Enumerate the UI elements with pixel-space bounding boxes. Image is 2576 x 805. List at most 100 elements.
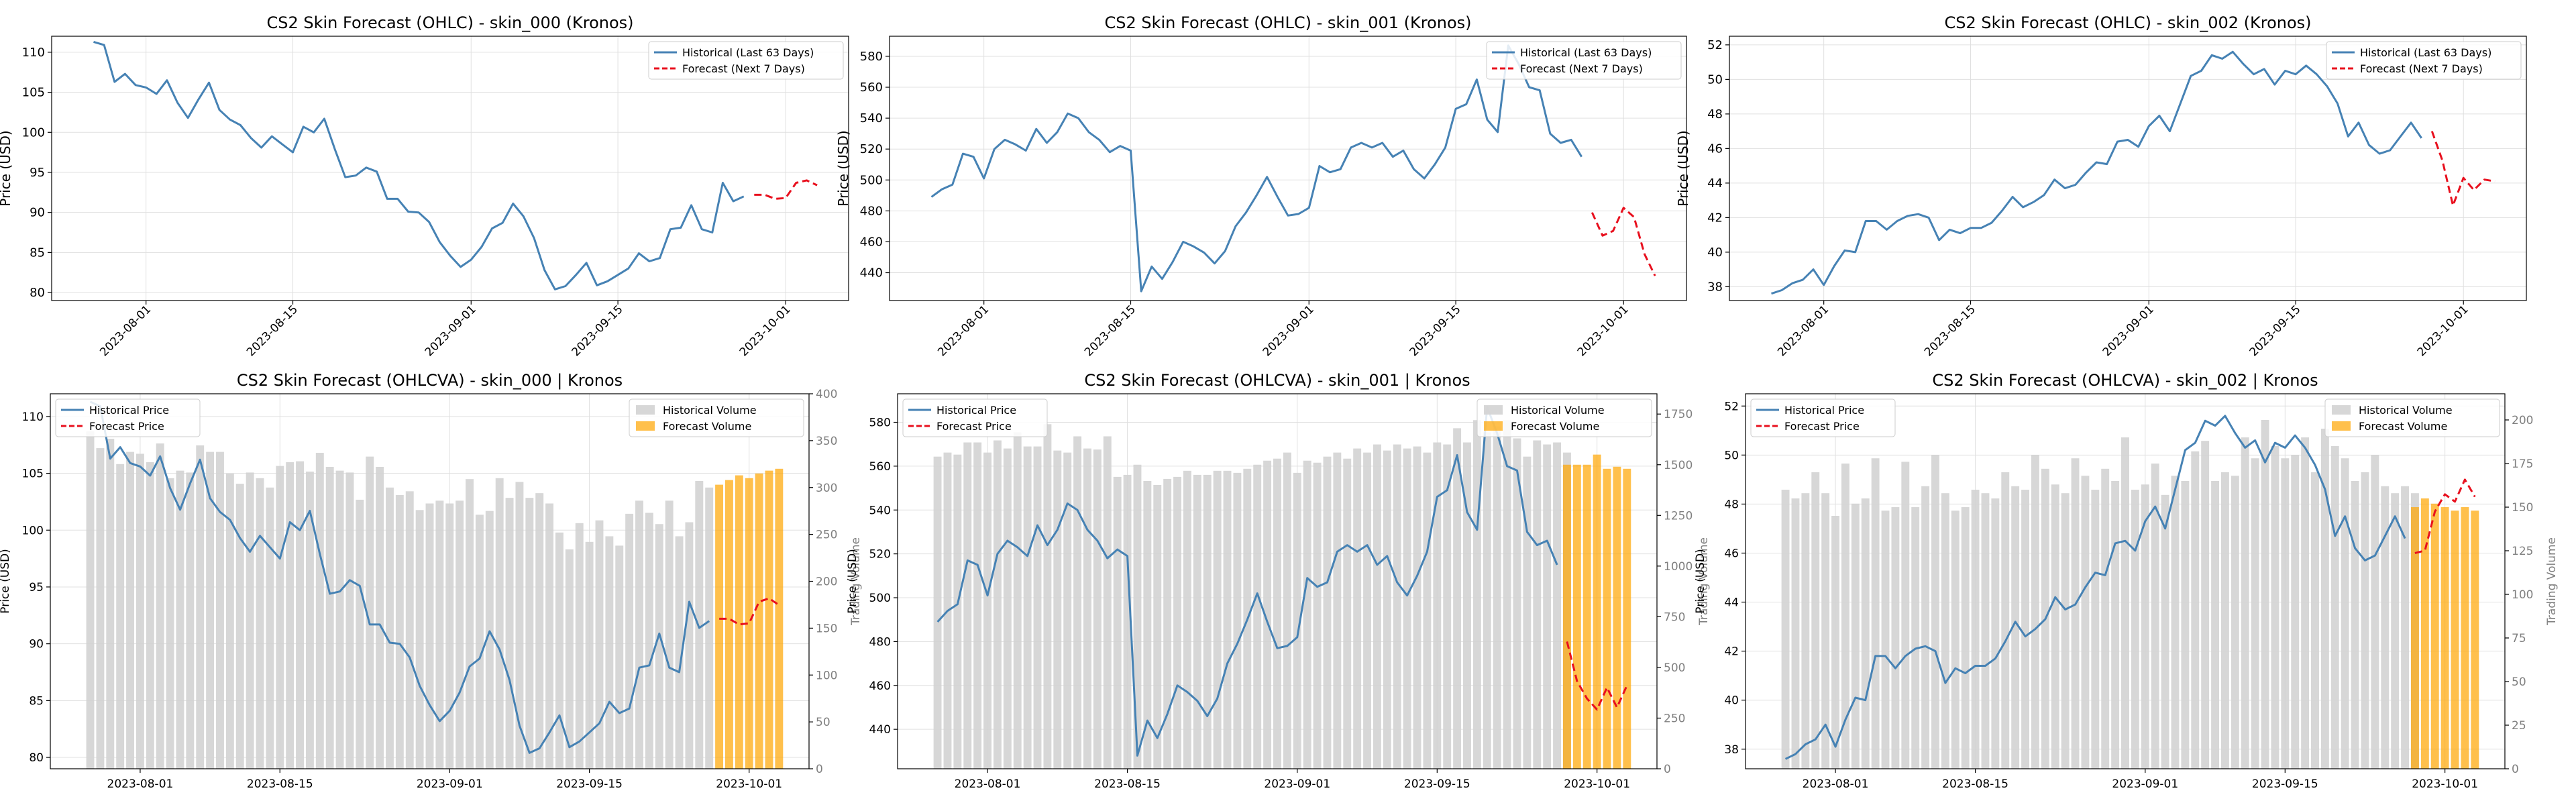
x-tick-label: 2023-09-01: [2112, 777, 2178, 791]
legend-box: [902, 398, 1048, 437]
historical-price-line: [93, 40, 745, 290]
y-tick-label: 440: [860, 266, 883, 280]
forecast-volume-bar: [1562, 464, 1571, 769]
historical-volume-bar: [106, 439, 115, 769]
y-axis-label: Price (USD): [846, 549, 859, 613]
historical-volume-bar: [1443, 444, 1452, 769]
chart-title: CS2 Skin Forecast (OHLCVA) - skin_000 | …: [237, 371, 623, 390]
historical-volume-bar: [2161, 494, 2169, 769]
y2-tick-label: 0: [1664, 763, 1671, 776]
y-tick-label: 95: [29, 581, 44, 594]
y-tick-label: 100: [22, 125, 45, 140]
y-tick-label: 480: [860, 204, 883, 218]
historical-volume-bar: [2330, 446, 2339, 769]
y-axis: 38 40 42 44 46 48 50 52 Price (USD): [1694, 400, 1746, 757]
historical-volume-bar: [695, 480, 704, 769]
historical-volume-bar: [1033, 446, 1042, 769]
volume-bars: [1781, 420, 2479, 769]
historical-volume-bar: [2211, 481, 2220, 769]
y2-tick-label: 100: [816, 669, 837, 682]
historical-volume-bar: [1533, 440, 1542, 769]
forecast-volume-bar: [2410, 507, 2419, 769]
forecast-price-line: [754, 179, 818, 200]
legend-swatch: [1484, 421, 1503, 431]
historical-volume-bar: [575, 523, 584, 769]
gridlines: [1729, 36, 2526, 301]
y2-tick-label: 100: [2512, 588, 2533, 602]
forecast-volume-bar: [724, 480, 733, 769]
historical-volume-bar: [2191, 451, 2200, 769]
legend-box: [1750, 398, 1896, 437]
historical-volume-bar: [1183, 470, 1191, 769]
historical-volume-bar: [993, 440, 1002, 769]
historical-volume-bar: [2121, 437, 2129, 769]
historical-volume-bar: [1901, 462, 1910, 769]
legend-label: Forecast Price: [936, 420, 1012, 433]
historical-volume-bar: [395, 494, 404, 769]
historical-volume-bar: [1043, 424, 1052, 769]
chart-panel-6: CS2 Skin Forecast (OHLCVA) - skin_002 | …: [1694, 371, 2559, 791]
historical-volume-bar: [1553, 442, 1562, 769]
historical-volume-bar: [2091, 490, 2100, 769]
forecast-volume-bar: [1582, 464, 1591, 769]
historical-volume-bar: [196, 445, 205, 769]
legend-label: Historical (Last 63 Days): [2360, 46, 2491, 59]
price-legend: Historical (Last 63 Days) Forecast (Next …: [648, 41, 844, 80]
price-legend: Historical (Last 63 Days) Forecast (Next …: [1486, 41, 1682, 80]
y2-tick-label: 50: [2512, 676, 2526, 689]
historical-volume-bar: [525, 498, 534, 769]
legend-label: Forecast (Next 7 Days): [1520, 62, 1643, 75]
legend-label: Forecast Volume: [1511, 420, 1599, 433]
forecast-volume-bar: [765, 470, 773, 769]
y2-tick-label: 300: [816, 482, 837, 495]
x-tick-label: 2023-09-01: [417, 777, 483, 791]
historical-volume-bar: [555, 532, 564, 769]
y-axis-label: Price (USD): [1694, 549, 1707, 613]
historical-volume-bar: [156, 443, 164, 769]
historical-volume-bar: [2311, 472, 2319, 769]
historical-volume-bar: [1013, 432, 1022, 769]
y2-tick-label: 0: [816, 763, 823, 776]
historical-volume-bar: [425, 503, 434, 769]
y-axis: 80 85 90 95 100 105 110 Price (USD): [0, 46, 52, 300]
historical-volume-bar: [1871, 458, 1880, 769]
y-tick-label: 42: [1724, 645, 1739, 659]
historical-volume-bar: [2231, 476, 2239, 769]
historical-volume-bar: [1991, 498, 2000, 769]
y-tick-label: 40: [1707, 246, 1723, 260]
historical-volume-bar: [1453, 428, 1462, 769]
y-tick-label: 85: [30, 246, 45, 260]
y-axis-label: Price (USD): [835, 130, 851, 207]
historical-volume-bar: [376, 467, 384, 769]
historical-volume-bar: [675, 536, 684, 769]
historical-volume-bar: [535, 493, 544, 769]
historical-volume-bar: [235, 484, 244, 769]
historical-volume-bar: [2371, 455, 2379, 769]
historical-volume-bar: [296, 461, 304, 769]
y-tick-label: 105: [22, 86, 45, 100]
gridlines: [890, 36, 1686, 301]
price-lines: [1784, 415, 2476, 760]
historical-volume-bar: [705, 487, 714, 769]
y2-tick-label: 1500: [1664, 459, 1693, 472]
historical-volume-bar: [485, 511, 494, 769]
historical-volume-bar: [2081, 476, 2090, 769]
historical-price-line: [930, 44, 1582, 292]
y-tick-label: 85: [29, 694, 44, 708]
x-axis: 2023-08-01 2023-08-15 2023-09-01 2023-09-15…: [1803, 769, 2478, 791]
forecast-volume-bar: [2440, 507, 2449, 769]
legend-label: Forecast (Next 7 Days): [682, 62, 805, 75]
historical-volume-bar: [1513, 438, 1521, 769]
y-axis: 38 40 42 44 46 48 50 52 Price (USD): [1675, 38, 1729, 294]
historical-volume-bar: [345, 472, 354, 769]
y2-axis-label: Trading Volume: [849, 537, 863, 626]
plot-frame: [1745, 393, 2506, 769]
y-tick-label: 90: [30, 206, 45, 220]
x-tick-label: 2023-08-15: [1942, 777, 2008, 791]
historical-volume-bar: [1193, 474, 1201, 769]
legend-box: [2324, 398, 2500, 437]
y2-tick-label: 750: [1664, 610, 1685, 624]
chart-title: CS2 Skin Forecast (OHLC) - skin_001 (Kro…: [1104, 13, 1471, 32]
forecast-volume-bar: [715, 484, 724, 769]
